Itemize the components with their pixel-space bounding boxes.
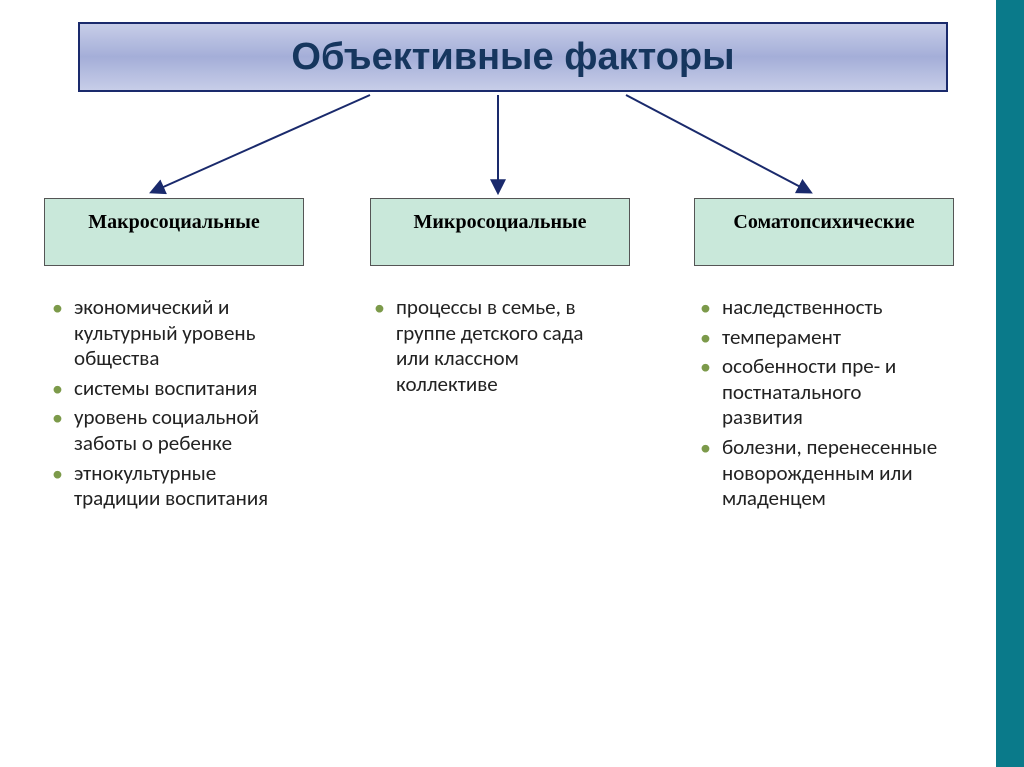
bullet-list: процессы в семье, в группе детского сада… (370, 295, 620, 401)
bullet-item: уровень социальной заботы о ребенке (48, 405, 278, 456)
category-box: Соматопсихические (694, 198, 954, 266)
category-label: Микросоциальные (414, 211, 587, 234)
arrow (152, 95, 370, 192)
bullet-item: особенности пре- и постнатального развит… (696, 354, 946, 431)
bullet-item: экономический и культурный уровень общес… (48, 295, 278, 372)
category-box: Макросоциальные (44, 198, 304, 266)
bullet-list: наследственность темперамент особенности п… (696, 295, 946, 516)
bullet-item: наследственность (696, 295, 946, 321)
bullet-item: процессы в семье, в группе детского сада… (370, 295, 620, 397)
title-text: Объективные факторы (291, 36, 734, 79)
bullet-item: этнокультурные традиции воспитания (48, 461, 278, 512)
bullet-item: темперамент (696, 325, 946, 351)
arrow (626, 95, 810, 192)
bullet-item: болезни, перенесенные новорожденным или … (696, 435, 946, 512)
bullet-list: экономический и культурный уровень общес… (48, 295, 278, 516)
category-label: Макросоциальные (88, 211, 259, 234)
category-box: Микросоциальные (370, 198, 630, 266)
decorative-side-bar (996, 0, 1024, 767)
title-box: Объективные факторы (78, 22, 948, 92)
bullet-item: системы воспитания (48, 376, 278, 402)
category-label: Соматопсихические (733, 211, 914, 234)
